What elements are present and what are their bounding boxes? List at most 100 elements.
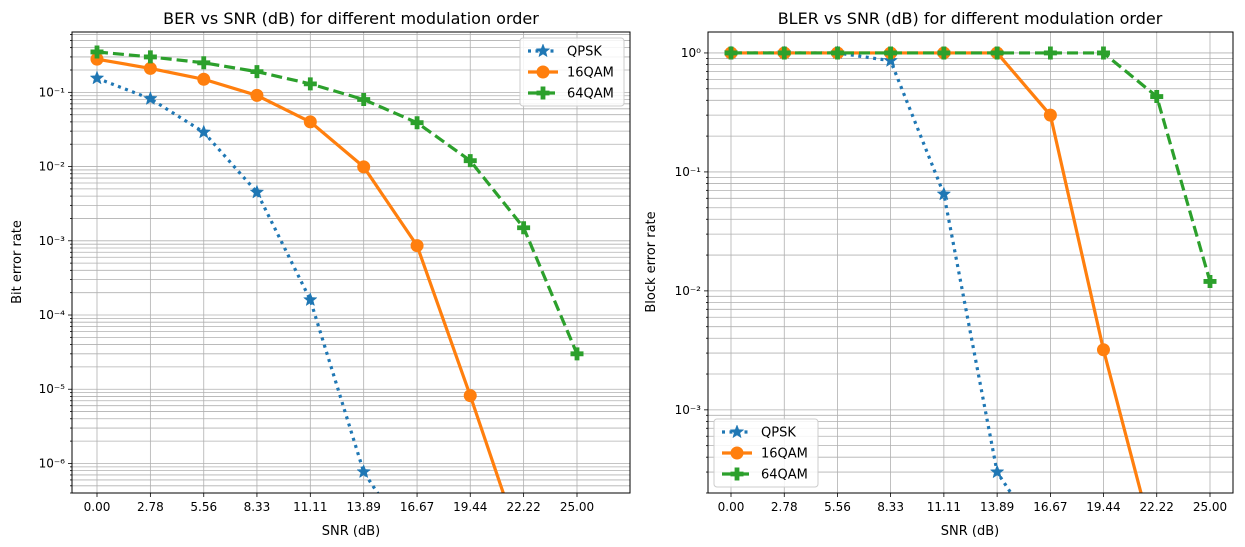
x-tick-label: 13.89 xyxy=(347,500,381,514)
data-point-marker xyxy=(536,86,550,100)
data-point-marker xyxy=(143,61,157,75)
data-point-marker xyxy=(989,464,1005,479)
x-tick-label: 25.00 xyxy=(1193,500,1227,514)
x-tick-label: 19.44 xyxy=(1086,500,1120,514)
legend-entry: 16QAM xyxy=(722,446,808,462)
chart-title: BLER vs SNR (dB) for different modulatio… xyxy=(778,9,1163,28)
x-tick-label: 16.67 xyxy=(1033,500,1067,514)
x-tick-label: 25.00 xyxy=(560,500,594,514)
series-16qam xyxy=(90,52,505,493)
x-tick-label: 13.89 xyxy=(980,500,1014,514)
legend-label: QPSK xyxy=(567,45,602,60)
data-point-marker xyxy=(197,56,211,70)
data-point-marker xyxy=(197,72,211,86)
legend-label: 16QAM xyxy=(761,447,808,462)
series-line xyxy=(96,50,579,355)
y-tick-label: 10⁻⁵ xyxy=(39,382,66,396)
legend-entry: 64QAM xyxy=(528,86,614,102)
y-tick-label: 10⁻¹ xyxy=(39,85,66,99)
legend: QPSK 16QAM 64QAM xyxy=(519,37,625,107)
data-point-marker xyxy=(410,239,424,253)
chart-title: BER vs SNR (dB) for different modulation… xyxy=(163,9,539,28)
data-point-marker xyxy=(143,50,157,64)
data-point-marker xyxy=(1203,274,1217,288)
y-tick-label: 10⁻² xyxy=(675,284,702,298)
data-point-marker xyxy=(831,46,845,60)
y-axis-label: Block error rate xyxy=(644,211,659,312)
plot-series xyxy=(89,45,584,493)
axes-ticks: 0.00 2.78 5.56 8.33 11.11 13.89 16.67 19.44 22.2… xyxy=(39,34,594,514)
data-point-marker xyxy=(777,46,791,60)
y-tick-label: 10⁻⁶ xyxy=(39,456,66,470)
x-tick-label: 11.11 xyxy=(927,500,961,514)
data-point-marker xyxy=(730,467,744,481)
legend-label: 16QAM xyxy=(567,66,614,81)
data-point-marker xyxy=(990,46,1004,60)
x-tick-label: 8.33 xyxy=(244,500,271,514)
plot-frame xyxy=(71,31,631,494)
x-tick-label: 16.67 xyxy=(400,500,434,514)
x-tick-label: 0.00 xyxy=(84,500,111,514)
data-point-marker xyxy=(1096,343,1110,357)
series-64qam xyxy=(90,45,584,361)
data-point-marker xyxy=(1043,108,1057,122)
y-axis-label: Bit error rate xyxy=(10,220,25,304)
legend-entry: 16QAM xyxy=(528,65,614,81)
data-point-marker xyxy=(730,446,744,460)
data-point-marker xyxy=(884,46,898,60)
data-point-marker xyxy=(535,43,551,58)
x-tick-label: 5.56 xyxy=(824,500,851,514)
data-point-marker xyxy=(536,65,550,79)
data-point-marker xyxy=(302,292,318,307)
data-point-marker xyxy=(250,65,264,79)
data-point-marker xyxy=(1150,90,1164,104)
x-tick-label: 19.44 xyxy=(453,500,487,514)
bler-chart: BLER vs SNR (dB) for different modulatio… xyxy=(644,9,1234,539)
data-point-marker xyxy=(1043,46,1057,60)
x-axis-label: SNR (dB) xyxy=(322,524,380,539)
plot-frame xyxy=(707,31,1234,494)
data-point-marker xyxy=(249,184,265,199)
series-line xyxy=(731,51,1212,282)
series-qpsk xyxy=(89,70,380,493)
y-tick-label: 10⁻³ xyxy=(675,403,702,417)
x-tick-label: 2.78 xyxy=(771,500,798,514)
y-tick-label: 10⁻² xyxy=(39,160,66,174)
data-point-marker xyxy=(463,389,477,403)
data-point-marker xyxy=(883,53,898,67)
data-point-marker xyxy=(570,347,584,361)
x-tick-label: 22.22 xyxy=(506,500,540,514)
data-point-marker xyxy=(517,221,531,235)
axes-ticks: 0.00 2.78 5.56 8.33 11.11 13.89 16.67 19.44 22.2… xyxy=(675,46,1228,514)
x-tick-label: 8.33 xyxy=(877,500,904,514)
y-tick-label: 10⁰ xyxy=(681,46,701,60)
x-tick-label: 11.11 xyxy=(293,500,327,514)
data-point-marker xyxy=(729,424,745,439)
legend: QPSK 16QAM 64QAM xyxy=(713,418,819,488)
y-tick-label: 10⁻¹ xyxy=(675,165,702,179)
data-point-marker xyxy=(937,46,951,60)
data-point-marker xyxy=(936,186,952,201)
data-point-marker xyxy=(143,91,158,105)
data-point-marker xyxy=(250,88,264,102)
data-point-marker xyxy=(89,70,105,85)
x-tick-label: 22.22 xyxy=(1140,500,1174,514)
legend-label: 64QAM xyxy=(567,87,614,102)
x-axis-label: SNR (dB) xyxy=(941,524,999,539)
data-point-marker xyxy=(1096,46,1110,60)
legend-entry: QPSK xyxy=(528,43,602,60)
series-64qam xyxy=(724,46,1217,288)
data-point-marker xyxy=(303,115,317,129)
x-tick-label: 5.56 xyxy=(190,500,217,514)
data-point-marker xyxy=(463,154,477,168)
legend-entry: 64QAM xyxy=(722,467,808,483)
y-tick-label: 10⁻⁴ xyxy=(39,308,66,322)
ber-chart: BER vs SNR (dB) for different modulation… xyxy=(10,9,631,539)
legend-label: QPSK xyxy=(761,426,796,441)
data-point-marker xyxy=(303,77,317,91)
data-point-marker xyxy=(357,160,371,174)
x-tick-label: 0.00 xyxy=(718,500,745,514)
legend-label: 64QAM xyxy=(761,468,808,483)
data-point-marker xyxy=(724,46,738,60)
legend-entry: QPSK xyxy=(722,424,796,441)
